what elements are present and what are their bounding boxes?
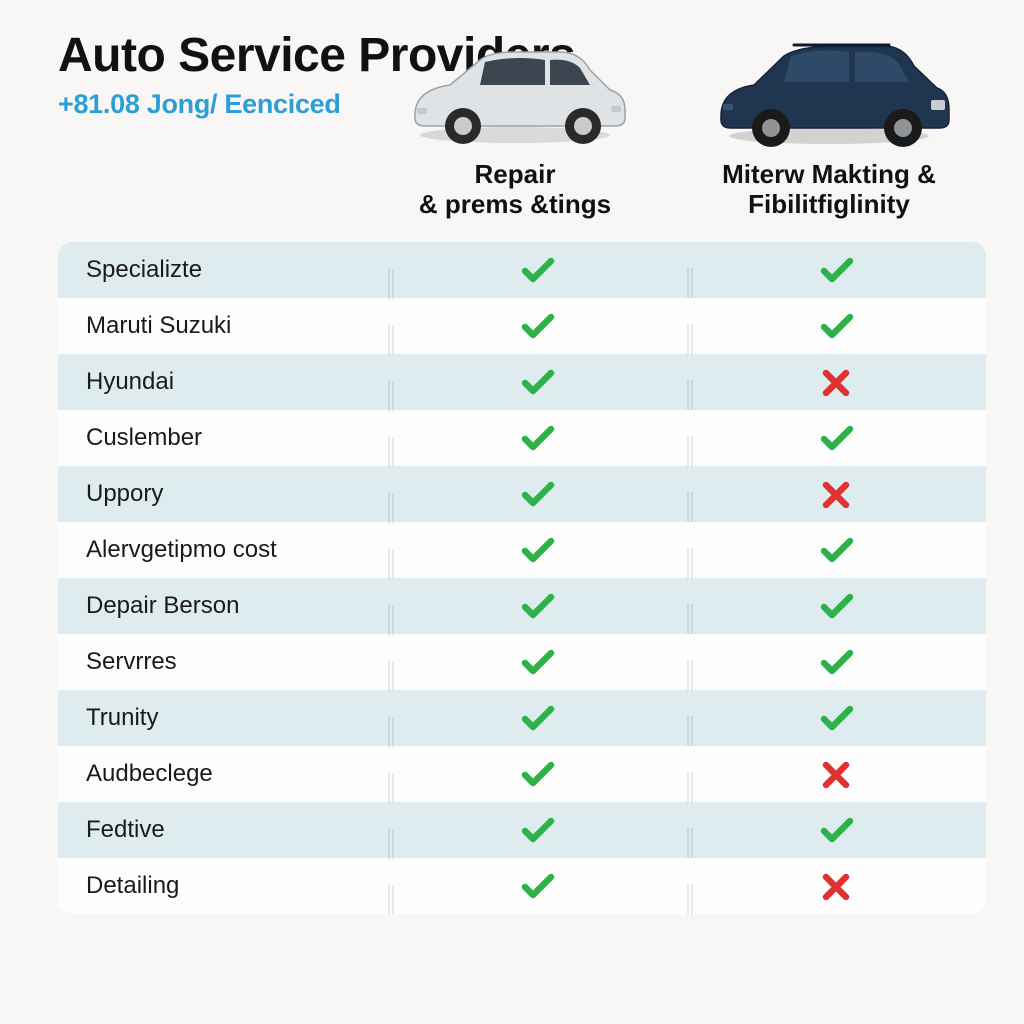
row-label: Trunity (58, 704, 388, 732)
row-col2-value (687, 647, 986, 677)
row-col2-value (687, 591, 986, 621)
row-col1-value (388, 703, 687, 733)
check-icon (820, 311, 854, 341)
row-label: Uppory (58, 480, 388, 508)
table-row: Uppory (58, 466, 986, 522)
header-spacer (58, 30, 358, 220)
row-col1-value (388, 591, 687, 621)
check-icon (521, 311, 555, 341)
row-label: Servrres (58, 648, 388, 676)
row-col1-value (388, 815, 687, 845)
table-row: Servrres (58, 634, 986, 690)
row-col1-value (388, 871, 687, 901)
check-icon (820, 703, 854, 733)
column-header-1: Repair & prems &tings (358, 30, 672, 220)
table-row: Trunity (58, 690, 986, 746)
row-col2-value (687, 871, 986, 901)
row-col1-value (388, 311, 687, 341)
check-icon (521, 591, 555, 621)
row-col1-value (388, 759, 687, 789)
table-row: Maruti Suzuki (58, 298, 986, 354)
check-icon (820, 815, 854, 845)
row-label: Alervgetipmo cost (58, 536, 388, 564)
row-label: Fedtive (58, 816, 388, 844)
check-icon (521, 423, 555, 453)
row-col1-value (388, 647, 687, 677)
table-row: Detailing (58, 858, 986, 914)
row-col1-value (388, 367, 687, 397)
row-label: Detailing (58, 872, 388, 900)
table-row: Fedtive (58, 802, 986, 858)
table-row: Alervgetipmo cost (58, 522, 986, 578)
check-icon (521, 647, 555, 677)
check-icon (820, 591, 854, 621)
cross-icon (820, 759, 854, 789)
check-icon (820, 423, 854, 453)
car-illustration-1 (385, 30, 645, 150)
row-col1-value (388, 255, 687, 285)
row-col2-value (687, 367, 986, 397)
row-col2-value (687, 703, 986, 733)
row-label: Specializte (58, 256, 388, 284)
row-label: Cuslember (58, 424, 388, 452)
row-col2-value (687, 255, 986, 285)
table-row: Hyundai (58, 354, 986, 410)
column-2-label: Miterw Makting & Fibilitfiglinity (672, 160, 986, 220)
cross-icon (820, 367, 854, 397)
car-illustration-2 (699, 30, 959, 150)
check-icon (521, 871, 555, 901)
column-headers: Repair & prems &tings (58, 30, 986, 220)
check-icon (521, 759, 555, 789)
row-col1-value (388, 535, 687, 565)
check-icon (521, 815, 555, 845)
row-label: Depair Berson (58, 592, 388, 620)
column-2-label-line2: Fibilitfiglinity (748, 189, 910, 219)
check-icon (521, 255, 555, 285)
row-label: Audbeclege (58, 760, 388, 788)
check-icon (820, 255, 854, 285)
check-icon (521, 367, 555, 397)
table-row: Cuslember (58, 410, 986, 466)
page: Auto Service Providers +81.08 Jong/ Eenc… (0, 0, 1024, 944)
check-icon (521, 703, 555, 733)
row-label: Hyundai (58, 368, 388, 396)
check-icon (521, 535, 555, 565)
row-col2-value (687, 535, 986, 565)
column-1-label: Repair & prems &tings (358, 160, 672, 220)
column-2-label-line1: Miterw Makting & (722, 159, 936, 189)
row-col2-value (687, 423, 986, 453)
column-1-label-line1: Repair (475, 159, 556, 189)
column-header-2: Miterw Makting & Fibilitfiglinity (672, 30, 986, 220)
row-col2-value (687, 815, 986, 845)
cross-icon (820, 479, 854, 509)
column-1-label-line2: & prems &tings (419, 189, 611, 219)
check-icon (820, 535, 854, 565)
table-row: Depair Berson (58, 578, 986, 634)
row-col2-value (687, 479, 986, 509)
table-row: Specializte (58, 242, 986, 298)
check-icon (521, 479, 555, 509)
row-col2-value (687, 311, 986, 341)
cross-icon (820, 871, 854, 901)
table-row: Audbeclege (58, 746, 986, 802)
row-col1-value (388, 423, 687, 453)
comparison-table: Specializte Maruti Suzuki (58, 242, 986, 914)
row-col2-value (687, 759, 986, 789)
row-col1-value (388, 479, 687, 509)
row-label: Maruti Suzuki (58, 312, 388, 340)
check-icon (820, 647, 854, 677)
